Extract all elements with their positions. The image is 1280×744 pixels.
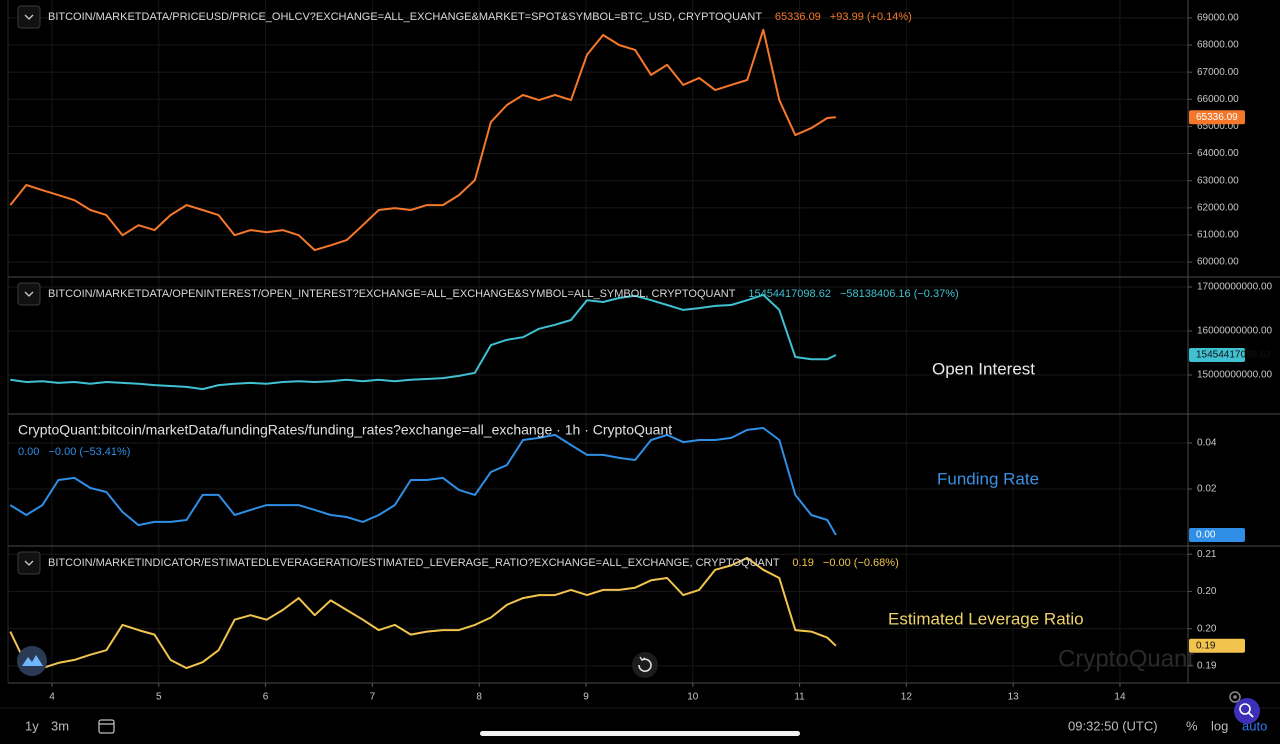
last-value-badge	[1189, 348, 1245, 363]
y-tick-label: 17000000000.00	[1197, 282, 1273, 293]
range-button[interactable]: 1y	[25, 718, 39, 733]
last-value-label: 65336.09	[1196, 112, 1238, 123]
y-tick-label: 0.20	[1197, 623, 1217, 634]
search-button[interactable]	[1234, 698, 1260, 724]
y-tick-label: 67000.00	[1197, 67, 1239, 78]
y-tick-label: 68000.00	[1197, 40, 1239, 51]
annotation: Estimated Leverage Ratio	[888, 609, 1084, 628]
series-title: BITCOIN/MARKETDATA/OPENINTEREST/OPEN_INT…	[48, 288, 736, 300]
last-value: 0.00	[18, 446, 39, 458]
x-tick-label: 8	[476, 692, 482, 703]
marks-layer: 60000.00 61000.00 62000.00 63000.00 64000.00…	[9, 13, 1273, 703]
y-tick-label: 0.04	[1197, 438, 1217, 449]
annotation: Open Interest	[932, 359, 1035, 378]
y-tick-label: 64000.00	[1197, 148, 1239, 159]
series-title: BITCOIN/MARKETDATA/PRICEUSD/PRICE_OHLCV?…	[48, 11, 762, 23]
watermark: CryptoQuant	[1058, 645, 1194, 672]
last-value-label: 0.19	[1196, 640, 1216, 651]
last-value-badge	[1189, 110, 1245, 125]
x-tick-label: 11	[794, 692, 805, 703]
date-range-button[interactable]	[98, 719, 115, 734]
change: +93.99 (+0.14%)	[830, 11, 912, 23]
y-tick-label: 61000.00	[1197, 230, 1239, 241]
last-value: 0.19	[792, 557, 813, 569]
x-tick-label: 10	[687, 692, 699, 703]
y-tick-label: 60000.00	[1197, 257, 1239, 268]
logo-button[interactable]	[17, 646, 47, 676]
series-line	[10, 293, 837, 391]
percent-toggle[interactable]: %	[1186, 718, 1198, 733]
x-tick-label: 12	[901, 692, 913, 703]
collapse-button[interactable]	[17, 551, 41, 575]
x-tick-label: 5	[156, 692, 162, 703]
y-tick-label: 62000.00	[1197, 202, 1239, 213]
y-tick-label: 0.21	[1197, 549, 1217, 560]
y-tick-label: 0.20	[1197, 586, 1217, 597]
pane-header: CryptoQuant:bitcoin/marketData/fundingRa…	[18, 422, 672, 438]
x-tick-label: 13	[1008, 692, 1020, 703]
clock: 09:32:50 (UTC)	[1068, 718, 1158, 733]
last-value-label: 0.00	[1196, 530, 1216, 541]
change: −0.00 (−0.68%)	[823, 557, 899, 569]
x-tick-label: 7	[370, 692, 376, 703]
x-tick-label: 14	[1114, 692, 1126, 703]
settings-button[interactable]	[1229, 691, 1241, 703]
change: −58138406.16 (−0.37%)	[840, 288, 959, 300]
x-tick-label: 6	[263, 692, 269, 703]
pane-legend: 0.00 −0.00 (−53.41%)	[18, 446, 130, 458]
y-tick-label: 16000000000.00	[1197, 326, 1273, 337]
collapse-button[interactable]	[17, 5, 41, 29]
annotation: Funding Rate	[937, 469, 1039, 488]
series-line	[9, 556, 837, 670]
series-title: BITCOIN/MARKETINDICATOR/ESTIMATEDLEVERAG…	[48, 557, 780, 569]
y-tick-label: 65000.00	[1197, 121, 1239, 132]
pane-header: BITCOIN/MARKETINDICATOR/ESTIMATEDLEVERAG…	[48, 557, 899, 569]
x-tick-label: 4	[49, 692, 55, 703]
pane-header: BITCOIN/MARKETDATA/OPENINTEREST/OPEN_INT…	[48, 288, 959, 300]
y-tick-label: 0.19	[1197, 661, 1217, 672]
change: −0.00 (−53.41%)	[48, 446, 130, 458]
y-tick-label: 69000.00	[1197, 13, 1239, 24]
reset-button[interactable]	[632, 652, 658, 678]
last-value: 65336.09	[775, 11, 821, 23]
last-value-badge	[1189, 527, 1245, 542]
last-value: 15454417098.62	[748, 288, 831, 300]
y-tick-label: 66000.00	[1197, 94, 1239, 105]
series-line	[9, 28, 836, 252]
series-line	[9, 427, 837, 536]
home-indicator	[480, 731, 800, 736]
last-value-badge	[1189, 638, 1245, 653]
last-value-label: 15454417098.62	[1196, 350, 1272, 361]
y-tick-label: 0.02	[1197, 484, 1217, 495]
y-tick-label: 63000.00	[1197, 175, 1239, 186]
range-button[interactable]: 3m	[51, 718, 69, 733]
collapse-button[interactable]	[17, 282, 41, 306]
pane-header: BITCOIN/MARKETDATA/PRICEUSD/PRICE_OHLCV?…	[48, 11, 912, 23]
x-tick-label: 9	[583, 692, 589, 703]
log-toggle[interactable]: log	[1211, 718, 1228, 733]
y-tick-label: 15000000000.00	[1197, 370, 1273, 381]
